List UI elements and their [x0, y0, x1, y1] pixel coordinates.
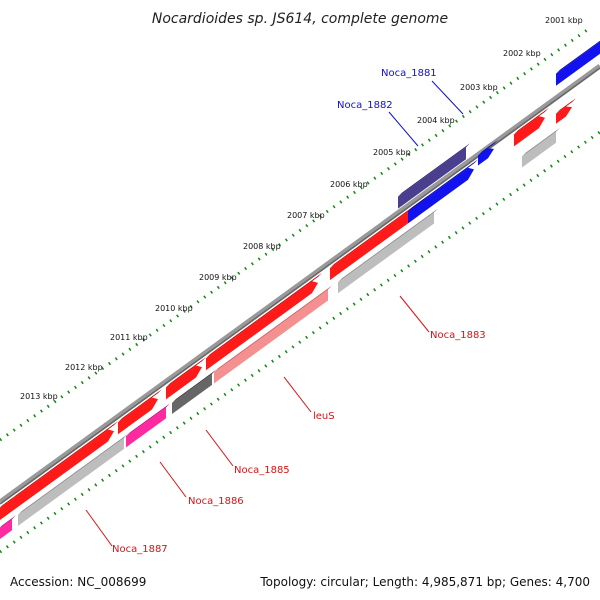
leus-leader — [283, 376, 312, 413]
noca-1881-leader — [431, 80, 464, 115]
kbp-tick-label: 2002 kbp — [503, 49, 541, 58]
kbp-tick-label: 2005 kbp — [373, 148, 411, 157]
gene-leus-cds-body — [206, 281, 318, 371]
product-noca-1886-body — [126, 407, 166, 448]
gene-cds-upper — [514, 107, 549, 147]
gene-labels: Noca_1881 Noca_1882 Noca_1883 leuS Noca_… — [112, 68, 486, 555]
noca-1883-leader — [399, 295, 430, 333]
kbp-tick-label: 2012 kbp — [65, 363, 103, 372]
kbp-tick-label: 2007 kbp — [287, 211, 325, 220]
product-noca-1887-body — [18, 437, 124, 526]
kbp-tick-label: 2001 kbp — [545, 16, 583, 25]
gene-noca-1883-cds-body — [330, 204, 424, 281]
product-upper-body — [522, 131, 556, 168]
kbp-tick-label: 2010 kbp — [155, 304, 193, 313]
product-left-edge — [0, 515, 16, 539]
gene-noca-1886-cds-bevel — [118, 389, 162, 423]
gene-noca-1881-cds-body — [408, 167, 474, 224]
gene-cds-left-edge-body — [0, 499, 12, 520]
kbp-tick-label: 2013 kbp — [20, 392, 58, 401]
topology-text: Topology: circular; Length: 4,985,871 bp… — [260, 575, 590, 589]
gene-cds-small — [556, 98, 576, 124]
product-noca-1886-bevel — [126, 403, 170, 437]
kbp-tick-label: 2011 kbp — [110, 333, 148, 342]
product-noca-1885-body — [172, 373, 212, 414]
product-upper-bevel — [522, 127, 560, 157]
gene-noca-1881-cds — [408, 159, 478, 224]
gene-noca-1885-cds — [166, 357, 206, 400]
product-noca-1885-bevel — [172, 369, 216, 403]
gene-leus-cds — [206, 272, 322, 371]
gene-noca-1885-cds-body — [166, 365, 202, 400]
gene-noca-1881-cds-bevel — [408, 159, 478, 212]
noca-1886-label: Noca_1886 — [188, 496, 244, 507]
gene-cds-left-edge-bevel — [0, 495, 16, 509]
gene-features — [0, 40, 600, 539]
gene-cds-blue-top-bevel — [556, 40, 600, 74]
inner-tick-line — [0, 130, 600, 554]
gene-cds-blue-small — [478, 139, 498, 166]
gene-cds-small-bevel — [556, 98, 576, 114]
noca-1881-label: Noca_1881 — [381, 68, 437, 79]
outer-tick-line — [0, 26, 591, 442]
gene-cds-upper-bevel — [514, 107, 549, 135]
genome-backbone — [0, 63, 600, 505]
noca-1885-leader — [205, 429, 234, 467]
label-leader-lines — [85, 80, 464, 547]
product-noca-1885 — [172, 369, 216, 414]
gene-noca-1886-cds — [118, 389, 162, 435]
noca-1882-label: Noca_1882 — [337, 100, 393, 111]
genome-title: Nocardioides sp. JS614, complete genome — [152, 11, 448, 27]
gene-cds-left-edge — [0, 495, 16, 520]
gene-noca-1886-cds-body — [118, 397, 158, 435]
product-noca-1887 — [18, 433, 128, 526]
noca-1882-leader — [388, 111, 419, 147]
kbp-tick-label: 2006 kbp — [330, 180, 368, 189]
product-noca-1883 — [338, 208, 438, 294]
gene-cds-blue-small-bevel — [478, 139, 498, 156]
product-noca-1886 — [126, 403, 170, 448]
gene-noca-1882-cds-bevel — [398, 143, 470, 197]
kbp-tick-label: 2004 kbp — [417, 116, 455, 125]
gene-noca-1882-cds — [398, 143, 470, 209]
noca-1887-leader — [85, 509, 113, 547]
gene-noca-1883-cds-bevel — [330, 195, 428, 269]
gene-noca-1887-cds — [12, 421, 118, 512]
gene-noca-1887-cds-bevel — [12, 421, 118, 500]
noca-1883-label: Noca_1883 — [430, 330, 486, 341]
product-noca-1883-bevel — [338, 208, 438, 283]
kbp-tick-label: 2009 kbp — [199, 273, 237, 282]
product-noca-1883-body — [338, 212, 434, 294]
product-left-edge-body — [0, 519, 12, 539]
gene-noca-1885-cds-bevel — [166, 357, 206, 388]
gene-cds-blue-top — [556, 40, 600, 86]
gene-leus-cds-bevel — [206, 272, 322, 359]
leus-label: leuS — [313, 411, 335, 422]
kbp-tick-label: 2008 kbp — [243, 242, 281, 251]
gene-cds-blue-small-body — [478, 148, 494, 166]
gene-noca-1882-cds-body — [398, 147, 466, 209]
product-left-edge-bevel — [0, 515, 16, 528]
accession-text: Accession: NC_008699 — [10, 575, 147, 589]
kbp-tick-labels: 2001 kbp 2002 kbp 2003 kbp 2004 kbp 2005 kbp… — [20, 16, 583, 401]
product-upper — [522, 127, 560, 168]
noca-1886-leader — [159, 461, 187, 498]
gene-noca-1887-cds-body — [12, 429, 114, 512]
product-leus — [214, 285, 332, 384]
gene-noca-1883-cds — [330, 195, 428, 281]
product-leus-body — [214, 289, 328, 384]
gene-cds-small-body — [556, 106, 572, 124]
product-noca-1887-bevel — [18, 433, 128, 515]
gene-cds-upper-body — [514, 116, 545, 147]
genome-backbone-shadow — [0, 67, 600, 505]
kbp-tick-label: 2003 kbp — [460, 83, 498, 92]
noca-1885-label: Noca_1885 — [234, 465, 290, 476]
product-leus-bevel — [214, 285, 332, 373]
gene-cds-blue-top-body — [556, 41, 600, 86]
noca-1887-label: Noca_1887 — [112, 544, 168, 555]
